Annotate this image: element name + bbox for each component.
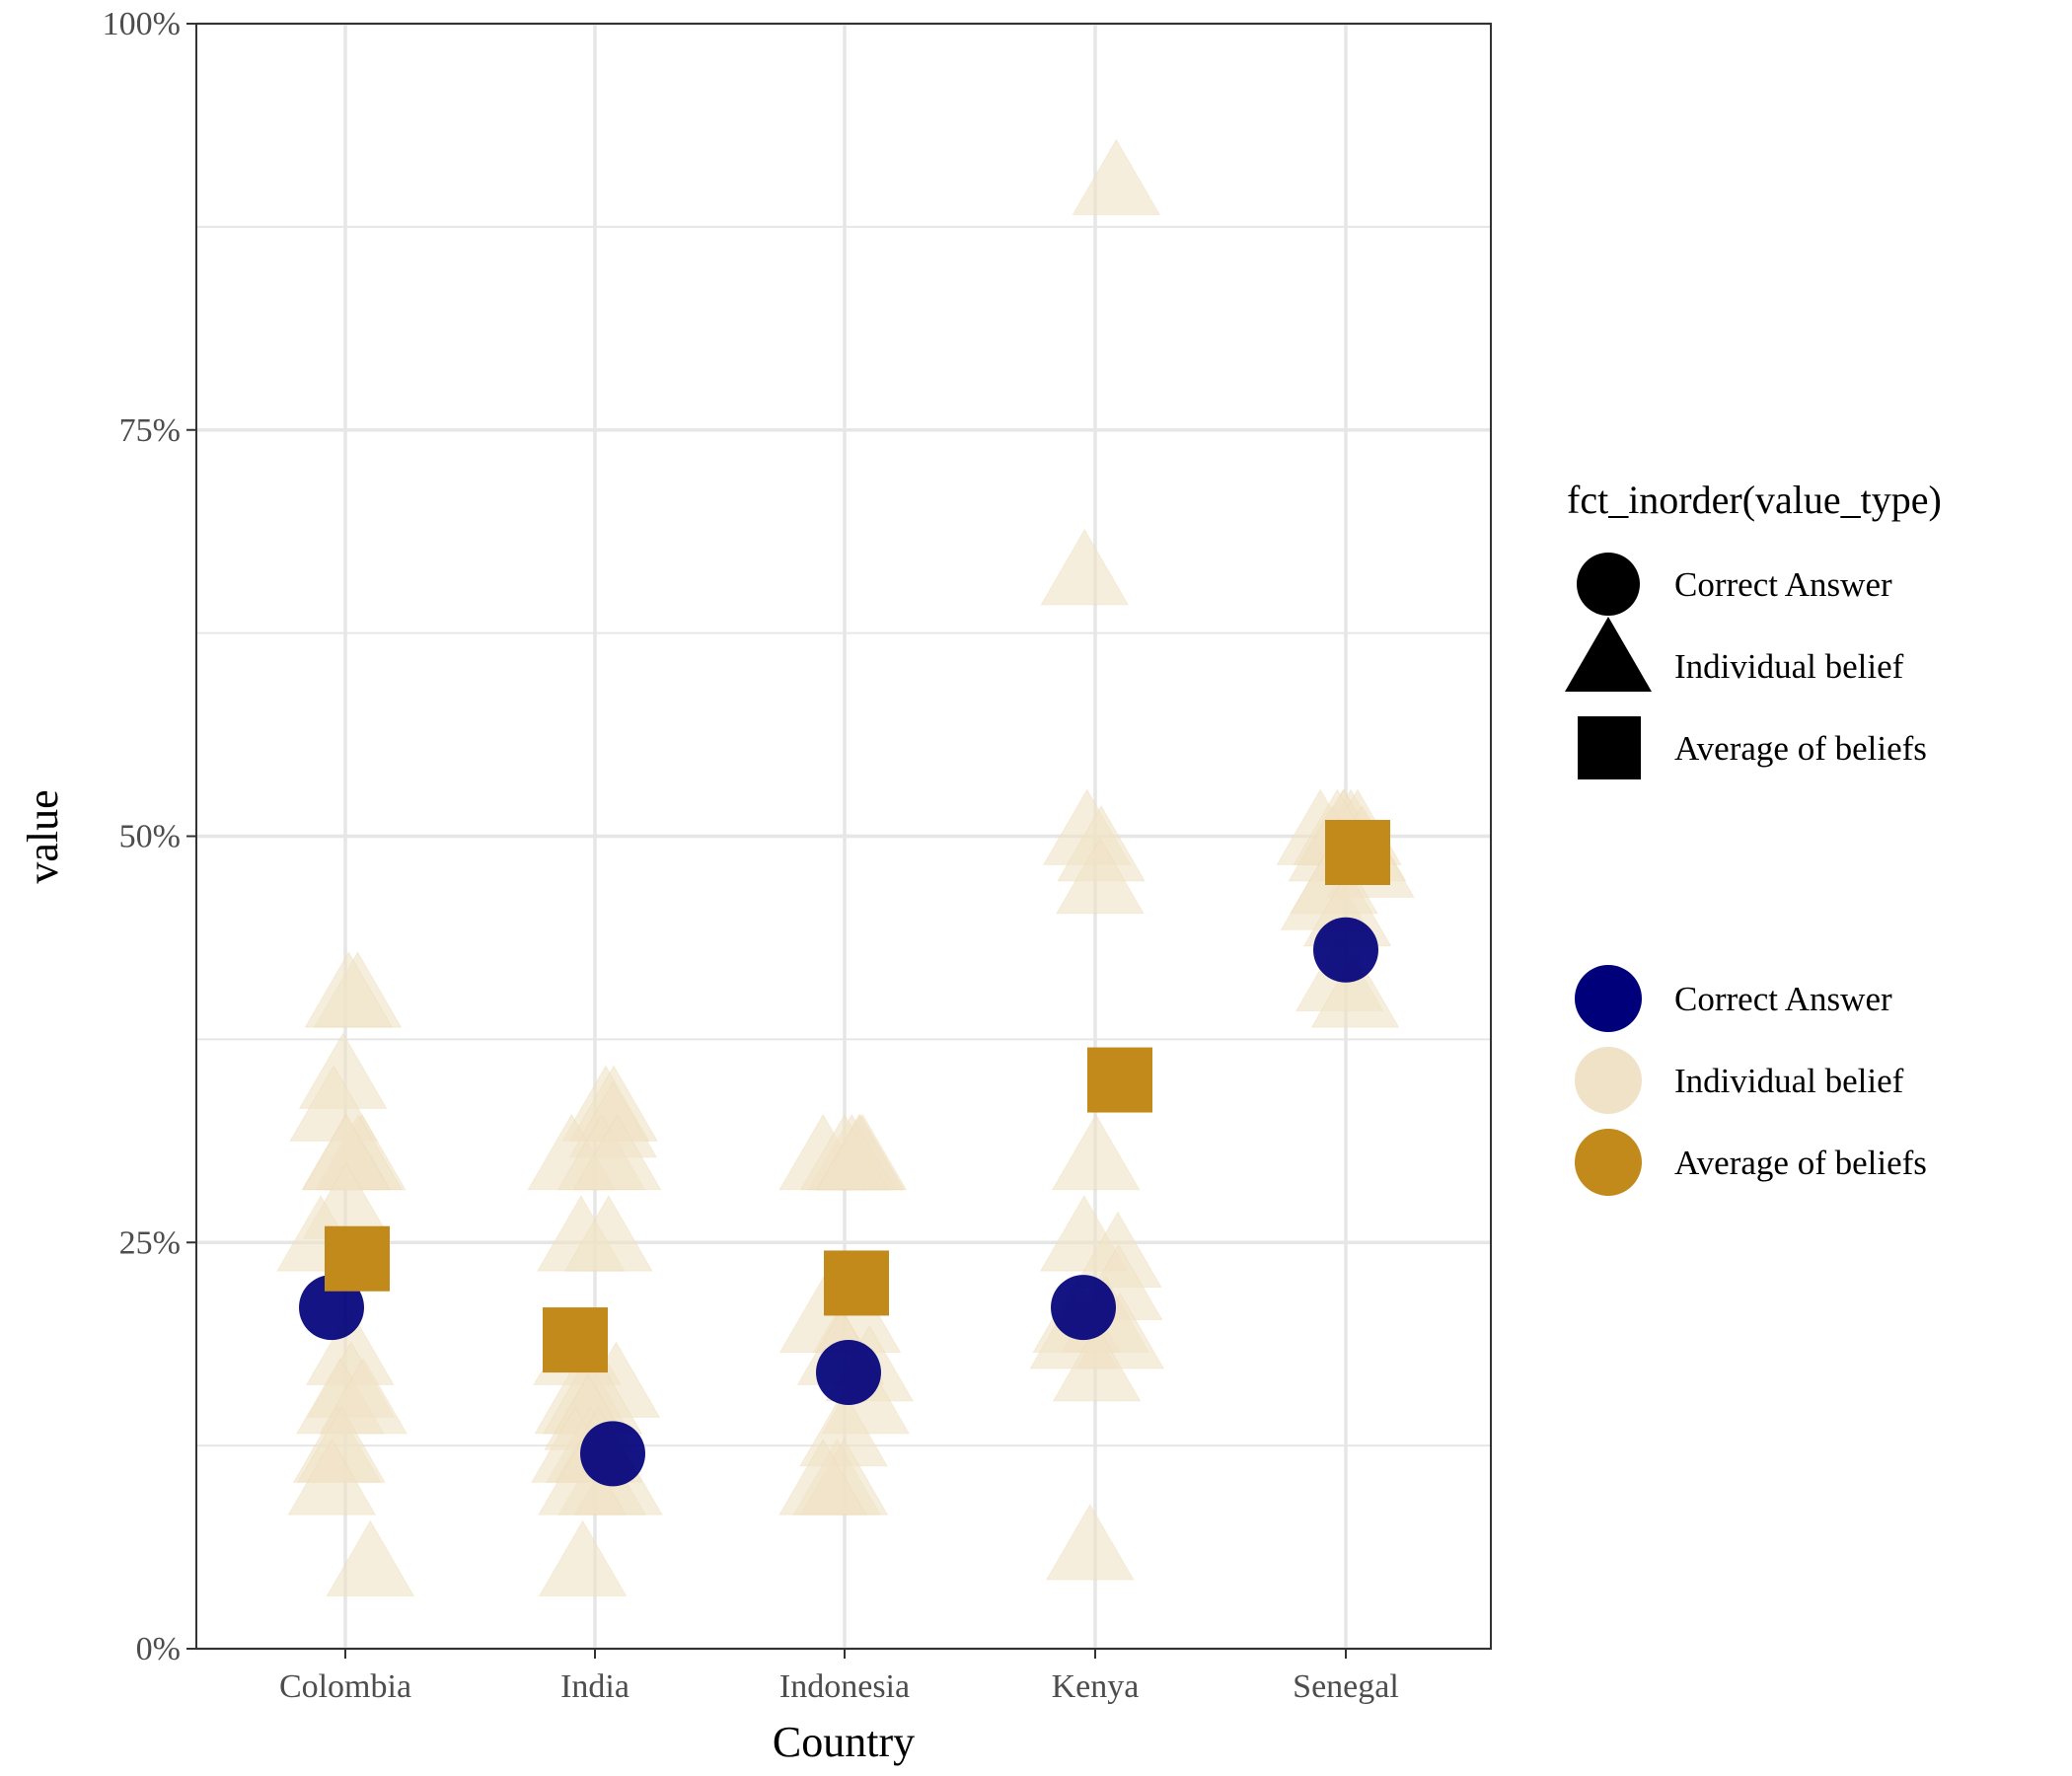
- legend-label-average-shape: Average of beliefs: [1674, 729, 1927, 768]
- legend-color-individual-key: [1575, 1047, 1642, 1114]
- correct-answer-point: [816, 1340, 881, 1406]
- individual-belief-point: [1072, 138, 1161, 216]
- y-tick-label: 25%: [119, 1224, 181, 1261]
- individual-belief-point: [1052, 1324, 1142, 1402]
- x-tick-label: Senegal: [1293, 1668, 1399, 1705]
- correct-answer-point: [1051, 1275, 1116, 1341]
- average-of-beliefs-layer: [325, 819, 1390, 1373]
- legend-square-key: [1578, 716, 1641, 779]
- legend-color-correct-key: [1575, 965, 1642, 1032]
- legend-title: fct_inorder(value_type): [1567, 478, 1942, 522]
- individual-belief-point: [1056, 837, 1145, 915]
- correct-answer-point: [580, 1421, 645, 1487]
- average-of-beliefs-point: [543, 1307, 608, 1373]
- individual-belief-point: [287, 1439, 377, 1516]
- legend-label-individual-shape: Individual belief: [1674, 647, 1904, 686]
- average-of-beliefs-point: [325, 1225, 390, 1292]
- individual-belief-point: [563, 1195, 653, 1272]
- individual-belief-point: [1310, 951, 1400, 1028]
- correct-answer-layer: [299, 917, 1378, 1487]
- legend-triangle-key: [1565, 617, 1652, 692]
- individual-belief-point: [816, 1113, 905, 1191]
- legend-color-average-key: [1575, 1129, 1642, 1196]
- individual-belief-point: [1051, 1113, 1141, 1191]
- x-tick-label: Colombia: [279, 1668, 411, 1705]
- x-tick-label: India: [560, 1668, 629, 1705]
- y-axis-title: value: [19, 789, 67, 883]
- y-tick-label: 100%: [103, 6, 181, 42]
- y-tick-label: 0%: [136, 1631, 181, 1667]
- legend-label-correct-color: Correct Answer: [1674, 980, 1892, 1018]
- legend-label-individual-color: Individual belief: [1674, 1062, 1904, 1100]
- individual-belief-point: [778, 1439, 867, 1516]
- legend: fct_inorder(value_type) Correct Answer I…: [1565, 478, 1942, 1196]
- individual-belief-point: [572, 1113, 662, 1191]
- legend-label-average-color: Average of beliefs: [1674, 1144, 1927, 1182]
- legend-circle-key: [1577, 553, 1640, 616]
- x-tick-label: Kenya: [1052, 1668, 1140, 1705]
- average-of-beliefs-point: [824, 1250, 889, 1316]
- y-tick-label: 50%: [119, 819, 181, 855]
- x-axis-title: Country: [773, 1718, 915, 1766]
- legend-label-correct-shape: Correct Answer: [1674, 565, 1892, 604]
- axis-layer: 0% 25% 50% 75% 100% Colombia India Indonesia Ken…: [103, 6, 1399, 1705]
- x-tick-label: Indonesia: [779, 1668, 910, 1705]
- individual-belief-point: [538, 1519, 628, 1597]
- individual-belief-point: [1040, 528, 1130, 606]
- correct-answer-point: [1313, 917, 1378, 983]
- individual-belief-point: [304, 951, 394, 1028]
- y-tick-label: 75%: [119, 412, 181, 449]
- average-of-beliefs-point: [1087, 1047, 1152, 1113]
- individual-belief-point: [326, 1519, 415, 1597]
- average-of-beliefs-point: [1325, 819, 1390, 885]
- individual-belief-point: [1045, 1504, 1135, 1581]
